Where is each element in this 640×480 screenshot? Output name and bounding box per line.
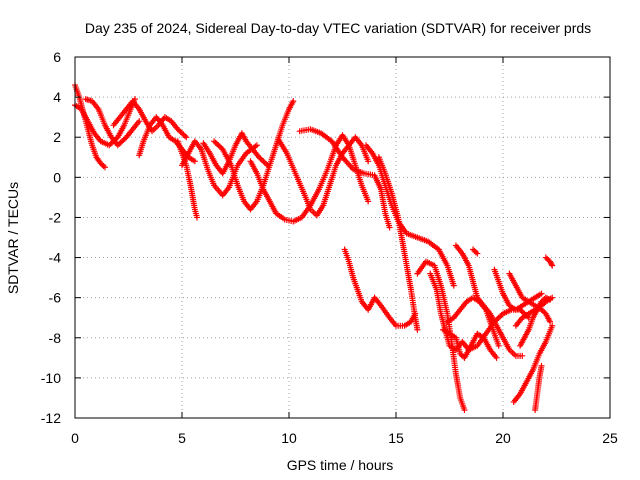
series-arc16	[414, 258, 468, 413]
y-axis-label: SDTVAR / TECUs	[5, 182, 21, 294]
data-point	[538, 362, 545, 369]
series-arc25	[510, 322, 556, 405]
series-arc22	[506, 270, 554, 325]
series-arc20	[440, 326, 500, 361]
series-arc27	[542, 254, 556, 269]
data-point	[547, 318, 554, 325]
data-point	[290, 98, 297, 105]
data-point	[365, 198, 372, 205]
y-tick-label: -8	[49, 330, 62, 346]
y-tick-label: -10	[41, 370, 61, 386]
series-arc15	[341, 246, 419, 329]
series-arc6	[174, 138, 200, 221]
data-point	[493, 354, 500, 361]
y-tick-label: -6	[49, 290, 62, 306]
x-tick-label: 15	[388, 430, 404, 446]
grid-lines	[75, 57, 610, 418]
x-tick-label: 20	[495, 430, 511, 446]
series-arc4	[110, 98, 190, 141]
series-arc12	[296, 126, 393, 231]
series-arc26	[532, 362, 545, 413]
data-point	[549, 262, 556, 269]
y-tick-label: 2	[53, 129, 61, 145]
data-point	[495, 342, 502, 349]
data-point	[365, 158, 372, 165]
series-arc3	[82, 96, 143, 149]
y-tick-label: 6	[53, 49, 61, 65]
series-arc17	[427, 270, 532, 353]
series-arc13	[363, 142, 457, 289]
x-tick-label: 0	[71, 430, 79, 446]
data-point	[253, 142, 260, 149]
data-point	[136, 118, 143, 125]
data-point	[191, 158, 198, 165]
series-arc24	[517, 294, 554, 349]
data-point	[461, 406, 468, 413]
data-marks	[72, 82, 556, 413]
y-tick-label: 4	[53, 89, 61, 105]
data-point	[414, 326, 421, 333]
data-point	[412, 310, 419, 317]
y-tick-label: -2	[49, 209, 62, 225]
x-tick-label: 5	[178, 430, 186, 446]
series-arc14	[375, 154, 421, 333]
series-arc11	[275, 134, 372, 219]
data-point	[547, 296, 554, 303]
chart-title: Day 235 of 2024, Sidereal Day-to-day VTE…	[85, 20, 591, 36]
data-point	[193, 214, 200, 221]
data-point	[538, 290, 545, 297]
series-arc28	[470, 246, 481, 257]
series-arc19	[444, 294, 502, 349]
y-tick-label: 0	[53, 169, 61, 185]
x-tick-label: 25	[602, 430, 618, 446]
data-point	[474, 250, 481, 257]
axes: 0 5 10 15 20 25 -12 -10 -8 -6 -4 -2 0 2 4 6	[41, 49, 618, 446]
data-point	[519, 352, 526, 359]
data-point	[549, 322, 556, 329]
data-point	[548, 261, 555, 268]
data-point	[386, 224, 393, 231]
y-tick-label: -4	[49, 250, 62, 266]
data-point	[183, 134, 190, 141]
x-tick-label: 10	[281, 430, 297, 446]
data-point	[101, 164, 108, 171]
data-point	[450, 282, 457, 289]
series-arc8	[200, 130, 271, 177]
y-tick-label: -12	[41, 410, 61, 426]
plot-frame	[74, 56, 611, 419]
x-axis-label: GPS time / hours	[287, 457, 394, 473]
